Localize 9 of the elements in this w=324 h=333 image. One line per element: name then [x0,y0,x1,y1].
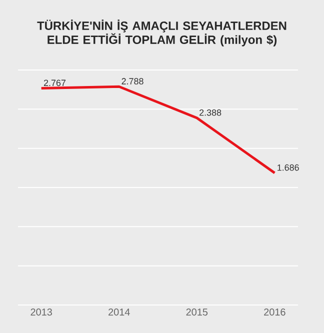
x-tick-label: 2013 [30,308,52,316]
x-tick-label: 2014 [108,308,130,316]
data-label: 2.767 [44,80,66,86]
x-tick-label: 2015 [186,308,208,316]
data-label: 2.788 [122,78,144,84]
data-label: 1.686 [278,164,299,171]
chart-title: TÜRKİYE'NİN İŞ AMAÇLI SEYAHATLERDEN ELDE ETTİĞİ TOPLAM GELİR (milyon $) [37,20,286,46]
data-label: 2.388 [200,109,222,116]
x-tick-label: 2016 [264,308,286,316]
